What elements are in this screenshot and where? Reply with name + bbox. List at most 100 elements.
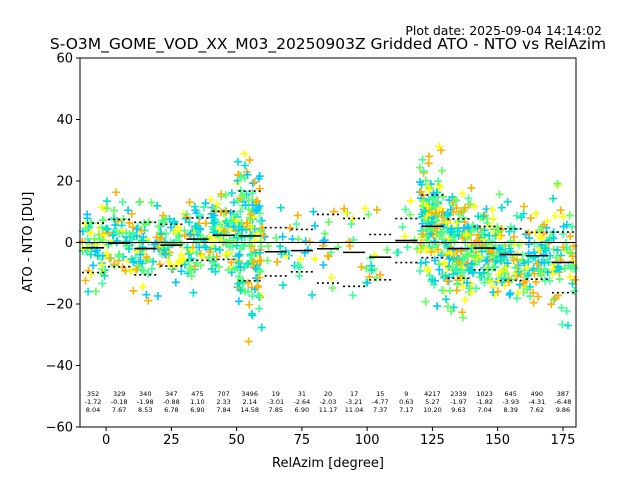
data-point [506,223,515,232]
data-point [512,272,521,281]
data-point [421,297,430,306]
data-point [247,223,256,232]
data-point [462,230,471,239]
data-point [244,337,253,346]
data-point [159,245,168,254]
data-point [89,261,98,270]
data-point [498,267,507,276]
y-tick-label: 60 [56,52,73,67]
data-point [177,267,186,276]
data-point [138,243,147,252]
data-point [532,209,541,218]
data-point [183,243,192,252]
data-point [83,224,92,233]
data-point [482,240,491,249]
data-point [460,295,469,304]
data-point [470,251,479,260]
data-point [160,250,169,259]
data-point [199,203,208,212]
data-point [124,256,133,265]
data-point [226,208,235,217]
data-point [541,276,550,285]
data-point [422,245,431,254]
data-point [175,232,184,241]
data-point [482,256,491,265]
data-point [478,229,487,238]
data-point [255,293,264,302]
data-point [424,159,433,168]
data-point [464,194,473,203]
bin-count-label: 707 [217,390,229,398]
bin-count-label: 329 [113,390,125,398]
data-point [115,252,124,261]
data-point [490,251,499,260]
data-point [122,228,131,237]
data-point [421,176,430,185]
data-point [222,239,231,248]
data-point [484,264,493,273]
bin-std-label: 9.63 [451,406,465,414]
data-point [562,306,571,315]
data-point [524,229,533,238]
data-point [292,220,301,229]
data-point [234,297,243,306]
data-point [472,284,481,293]
data-point [441,239,450,248]
data-point [246,210,255,219]
data-point [434,177,443,186]
data-point [248,179,257,188]
data-point [142,253,151,262]
data-point [536,232,545,241]
data-point [549,295,558,304]
data-point [245,156,254,165]
data-point [263,256,272,265]
data-point [566,232,575,241]
data-point [142,290,151,299]
data-point [524,257,533,266]
data-point [238,191,247,200]
data-point [187,271,196,280]
bin-count-label: 340 [139,390,151,398]
data-point [184,257,193,266]
data-point [246,251,255,260]
data-point [415,163,424,172]
data-point [248,189,257,198]
data-point [470,202,479,211]
x-tick-label: 75 [294,433,311,448]
data-point [447,224,456,233]
data-point [103,249,112,258]
bin-count-label: 4217 [424,390,441,398]
data-point [210,218,219,227]
data-point [555,275,564,284]
data-point [255,304,264,313]
data-point [496,226,505,235]
data-point [236,286,245,295]
data-point [435,183,444,192]
data-point [559,229,568,238]
data-point [568,252,577,261]
y-tick-label: −20 [46,298,73,313]
bin-count-label: 15 [376,390,384,398]
data-point [406,196,415,205]
data-point [147,198,156,207]
bin-count-label: 352 [87,390,99,398]
bin-mean-label: -1.97 [450,398,467,406]
bin-mean-label: 5.27 [425,398,439,406]
data-point [244,287,253,296]
data-point [244,205,253,214]
data-point [360,204,369,213]
bin-std-label: 7.67 [112,406,126,414]
data-point [425,185,434,194]
data-point [509,232,518,241]
data-point [465,284,474,293]
data-point [467,183,476,192]
data-point [468,267,477,276]
bin-std-label: 11.04 [345,406,364,414]
data-point [185,198,194,207]
data-point [340,204,349,213]
data-point [328,283,337,292]
data-point [428,243,437,252]
data-point [524,240,533,249]
data-point [236,263,245,272]
data-point [503,259,512,268]
